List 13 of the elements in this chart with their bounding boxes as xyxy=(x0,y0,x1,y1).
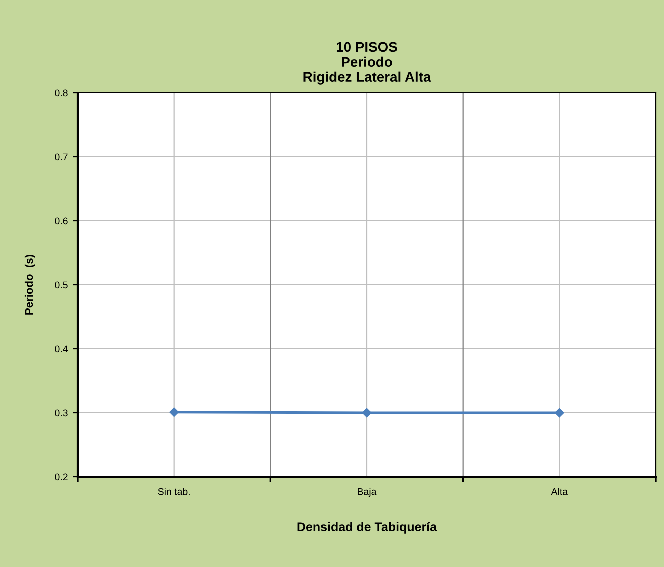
x-tick-label: Sin tab. xyxy=(158,488,190,496)
y-tick-label: 0.2 xyxy=(55,474,68,481)
x-tick-label: Baja xyxy=(358,488,377,498)
x-axis-title: Densidad de Tabiquería xyxy=(298,522,438,534)
y-axis-title: Periodo (s) xyxy=(24,254,36,315)
y-tick-label: 0.7 xyxy=(55,154,68,161)
y-tick-label: 0.8 xyxy=(55,90,68,97)
y-tick-label: 0.5 xyxy=(55,282,68,289)
y-tick-label: 0.4 xyxy=(55,346,68,353)
chart-title: 10 PISOS Periodo Rigidez Lateral Alta xyxy=(304,42,432,85)
x-tick-label: Alta xyxy=(551,488,568,496)
y-tick-label: 0.3 xyxy=(55,410,68,417)
y-tick-label: 0.6 xyxy=(55,218,68,225)
